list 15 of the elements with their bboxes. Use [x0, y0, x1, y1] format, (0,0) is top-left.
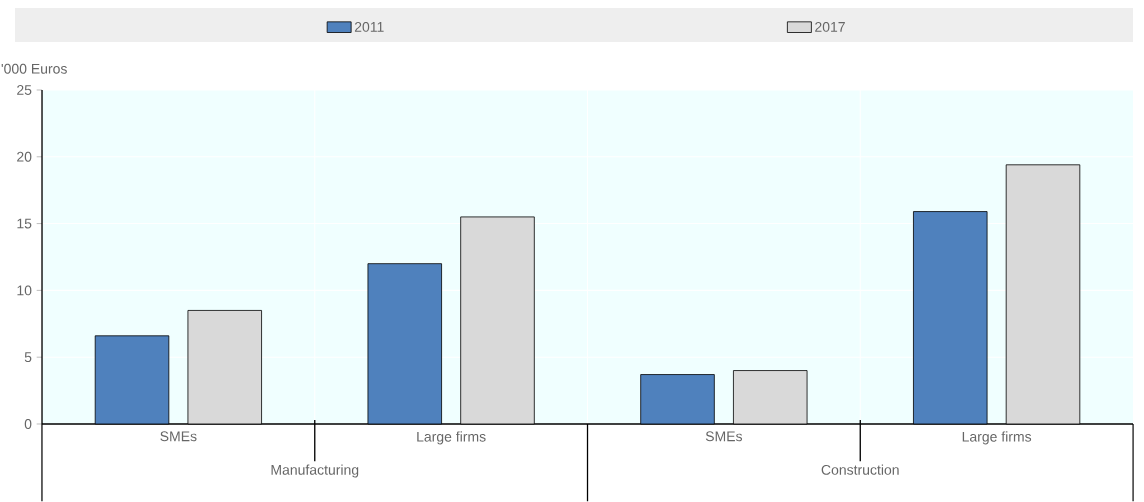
x-tick-label: SMEs — [160, 431, 197, 442]
y-tick-label: 20 — [17, 151, 32, 162]
x-tick-label: Large firms — [417, 431, 486, 445]
y-tick-label: 0 — [24, 419, 32, 429]
y-tick-label: 10 — [17, 285, 32, 296]
y-axis-title: '000 Euros — [1, 63, 67, 74]
x-tick-label: Large firms — [962, 431, 1032, 445]
text: Manufacturing — [271, 464, 359, 478]
y-tick-label: 15 — [17, 218, 32, 229]
legend-label: 2017 — [815, 21, 845, 32]
y-tick-label: 25 — [17, 85, 32, 95]
legend-label: 2011 — [354, 21, 384, 32]
y-tick-label: 5 — [24, 352, 32, 363]
text: Construction — [821, 464, 899, 475]
x-tick-label: SMEs — [705, 431, 743, 442]
